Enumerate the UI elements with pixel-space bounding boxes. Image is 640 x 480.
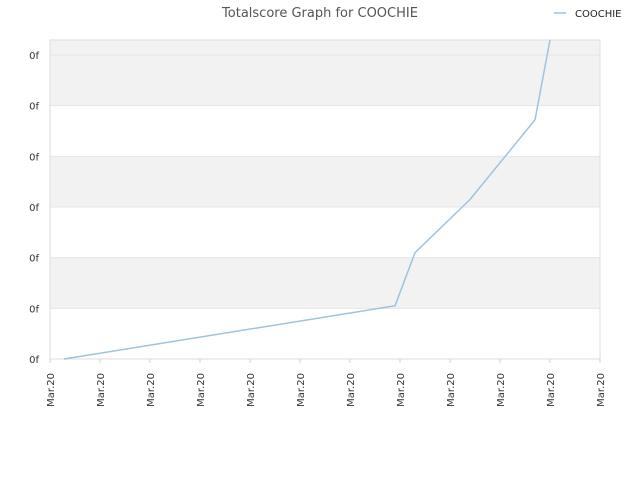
- x-tick-label: Mar.20: [596, 373, 607, 407]
- legend-label-coochie: COOCHIE: [575, 9, 622, 20]
- x-tick-label: Mar.20: [196, 373, 207, 407]
- y-axis-ticks: 0f 0f 0f 0f 0f 0f 0f: [29, 51, 39, 366]
- x-tick-label: Mar.20: [246, 373, 257, 407]
- y-tick-label: 0f: [29, 304, 39, 315]
- plot-band: [50, 55, 600, 106]
- x-tick-label: Mar.20: [396, 373, 407, 407]
- legend[interactable]: COOCHIE: [554, 9, 622, 20]
- y-tick-label: 0f: [29, 203, 39, 214]
- gridlines: [50, 54, 600, 360]
- x-tick-label: Mar.20: [446, 373, 457, 407]
- x-tick-label: Mar.20: [46, 373, 57, 407]
- x-tick-label: Mar.20: [96, 373, 107, 407]
- plot-band: [50, 257, 600, 309]
- series-layer: [63, 39, 551, 360]
- plot-bands: [50, 40, 600, 309]
- x-tick-label: Mar.20: [546, 373, 557, 407]
- x-axis-ticks: Mar.20 Mar.20 Mar.20 Mar.20 Mar.20 Mar.20 Mar.…: [46, 359, 607, 407]
- y-tick-label: 0f: [29, 355, 39, 366]
- series-line-coochie: [63, 39, 551, 360]
- x-tick-label: Mar.20: [496, 373, 507, 407]
- plot-band: [50, 156, 600, 207]
- plot-frame: [49, 39, 601, 360]
- x-tick-label: Mar.20: [346, 373, 357, 407]
- y-tick-label: 0f: [29, 102, 39, 113]
- chart-title: Totalscore Graph for COOCHIE: [221, 6, 418, 21]
- x-tick-label: Mar.20: [146, 373, 157, 407]
- y-tick-label: 0f: [29, 254, 39, 265]
- y-tick-label: 0f: [29, 152, 39, 163]
- x-tick-label: Mar.20: [296, 373, 307, 407]
- plot-band: [50, 40, 600, 55]
- y-tick-label: 0f: [29, 51, 39, 62]
